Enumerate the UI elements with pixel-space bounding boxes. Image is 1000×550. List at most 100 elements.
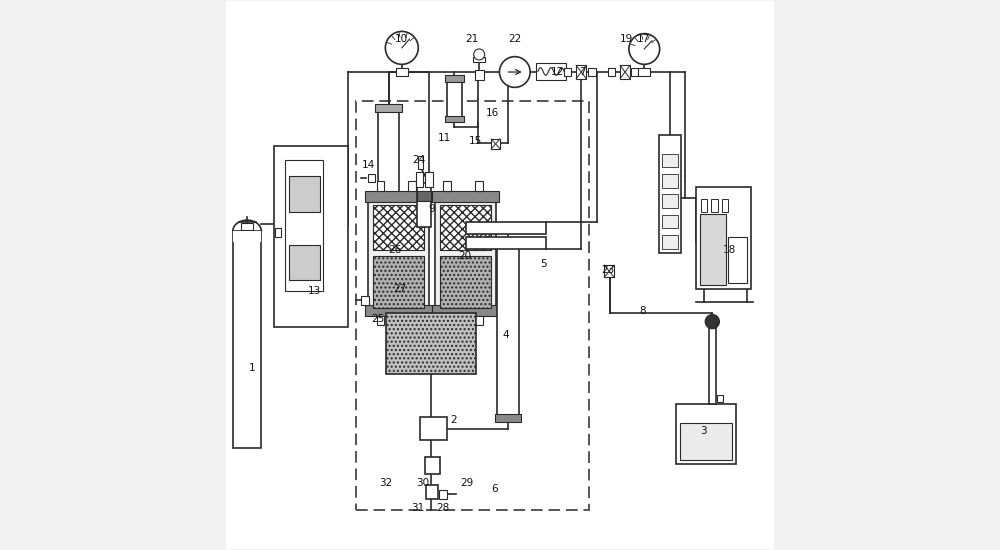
Text: 13: 13 [308,287,321,296]
Bar [662,194,678,208]
Bar [491,139,500,149]
Bar [377,316,384,326]
Circle shape [474,49,485,60]
Bar [620,65,630,79]
Bar [275,228,281,236]
Text: 23: 23 [601,265,615,274]
Bar [604,265,614,277]
Bar [420,416,447,439]
Bar [417,191,431,201]
Bar [368,198,429,314]
Text: 29: 29 [460,478,474,488]
Bar [445,116,464,123]
Text: 31: 31 [411,503,424,513]
Bar [416,172,423,187]
Bar [728,236,747,283]
Text: 3: 3 [700,426,706,436]
Bar [638,68,650,76]
Bar [445,75,464,82]
Bar [631,68,638,76]
Bar [717,394,723,402]
Bar [375,194,402,202]
Bar [356,101,589,510]
Bar [662,154,678,167]
Text: 15: 15 [469,136,482,146]
Bar [432,305,499,316]
Bar [439,490,447,499]
Text: 27: 27 [394,284,407,294]
Bar [466,236,546,249]
Text: 25: 25 [371,314,384,324]
Bar [274,146,348,327]
Text: 2: 2 [450,415,457,425]
Text: 20: 20 [458,251,471,261]
Bar [495,414,521,422]
Bar [576,65,586,79]
Bar [711,199,718,212]
Bar [426,485,438,499]
Text: 1: 1 [249,363,255,373]
Bar [475,70,484,80]
Bar [373,256,424,308]
Text: 11: 11 [437,133,451,143]
Text: 12: 12 [551,67,564,77]
Bar [289,245,320,280]
Bar [375,104,402,112]
Bar [709,324,716,404]
Text: 17: 17 [637,34,650,44]
Text: 32: 32 [379,478,393,488]
Text: 5: 5 [541,259,547,269]
Bar [440,205,491,250]
Text: 26: 26 [388,245,401,255]
Bar [289,176,320,212]
Bar [432,191,499,202]
Bar [588,68,596,76]
Bar [378,111,399,201]
Bar [473,57,485,62]
Text: 24: 24 [413,155,426,165]
Bar [701,199,707,212]
Bar [680,423,732,460]
Bar [285,160,323,292]
Circle shape [385,31,418,64]
Bar [396,68,408,76]
Bar [408,316,416,326]
Bar [417,183,431,227]
Bar [495,238,521,246]
Bar [536,63,566,80]
Text: 19: 19 [620,34,633,44]
Bar [368,173,375,182]
Text: 8: 8 [639,306,646,316]
Bar [662,174,678,188]
Bar [696,187,751,289]
Circle shape [705,315,719,329]
Text: 14: 14 [362,160,375,170]
Bar [386,314,476,374]
Bar [447,80,462,122]
Circle shape [499,57,530,87]
Bar [425,457,440,474]
Bar [365,305,432,316]
Bar [497,245,519,420]
Bar [564,68,571,76]
Bar [377,181,384,191]
Bar [373,205,424,250]
Text: 28: 28 [436,503,450,513]
Text: 9: 9 [428,204,435,214]
Text: 7: 7 [579,67,586,77]
Text: 4: 4 [502,331,509,340]
Bar [662,214,678,228]
Text: 22: 22 [508,34,521,44]
Bar [233,231,261,242]
Bar [361,296,369,305]
Bar [425,172,433,187]
Bar [435,198,496,314]
Text: 21: 21 [465,34,478,44]
Bar [443,181,451,191]
Text: 30: 30 [417,478,430,488]
Bar [443,316,451,326]
Bar [475,181,483,191]
Circle shape [629,34,660,64]
Bar [408,181,416,191]
Bar [608,68,615,76]
